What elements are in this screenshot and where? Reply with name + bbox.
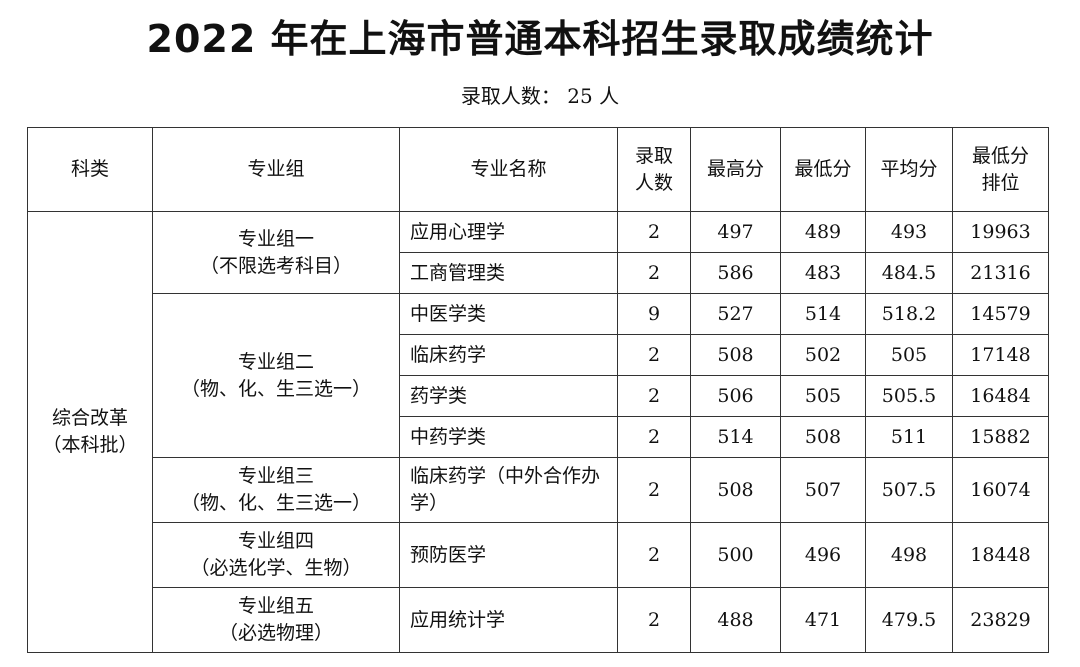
group-line: （必选物理） bbox=[218, 622, 333, 644]
group-line: 专业组一 bbox=[237, 227, 314, 250]
table-row: 专业组三 （物、化、生三选一） 临床药学（中外合作办学） 2 508 507 507.5 16… bbox=[28, 457, 1049, 523]
col-admitted-cell: 9 bbox=[617, 293, 691, 335]
col-max-score-cell: 514 bbox=[690, 416, 781, 458]
col-min-score-cell: 489 bbox=[780, 211, 866, 253]
col-min-score-cell: 471 bbox=[780, 587, 866, 653]
col-avg-score-cell: 484.5 bbox=[865, 252, 953, 294]
col-major-cell: 药学类 bbox=[399, 375, 618, 417]
col-avg-score-cell: 507.5 bbox=[865, 457, 953, 523]
col-min-score-cell: 514 bbox=[780, 293, 866, 335]
col-major-cell: 临床药学 bbox=[399, 334, 618, 376]
col-major-header: 专业名称 bbox=[399, 127, 618, 212]
col-min-rank-cell: 21316 bbox=[952, 252, 1049, 294]
header-line: 录取 bbox=[634, 144, 673, 167]
group-line: （物、化、生三选一） bbox=[180, 377, 371, 400]
group-line: 专业组五 bbox=[237, 595, 314, 618]
col-major-cell: 应用统计学 bbox=[399, 587, 618, 653]
table-row: 中药学类 2 514 508 511 15882 bbox=[28, 416, 1049, 458]
col-avg-score-cell: 498 bbox=[865, 522, 953, 588]
table-row: 药学类 2 506 505 505.5 16484 bbox=[28, 375, 1049, 417]
col-max-score-cell: 488 bbox=[690, 587, 781, 653]
col-admitted-cell: 2 bbox=[617, 334, 691, 376]
group-cell: 专业组一 （不限选考科目） bbox=[152, 211, 400, 294]
col-major-cell: 临床药学（中外合作办学） bbox=[399, 457, 618, 523]
table-row: 专业组二 （物、化、生三选一） 中医学类 9 527 514 518.2 14579 bbox=[28, 293, 1049, 458]
group-line: （必选化学、生物） bbox=[190, 557, 362, 579]
col-admitted-cell: 2 bbox=[617, 416, 691, 458]
col-min-score-cell: 505 bbox=[780, 375, 866, 417]
admission-count: 录取人数： 25 人 bbox=[460, 84, 620, 108]
col-admitted-cell: 2 bbox=[617, 522, 691, 588]
category-cell: 综合改革 （本科批） bbox=[27, 211, 153, 653]
col-avg-score-cell: 493 bbox=[865, 211, 953, 253]
header-line: 人数 bbox=[634, 171, 673, 194]
col-major-cell: 工商管理类 bbox=[399, 252, 618, 294]
col-min-rank-cell: 17148 bbox=[952, 334, 1049, 376]
col-min-rank-cell: 19963 bbox=[952, 211, 1049, 253]
col-admitted-cell: 2 bbox=[617, 252, 691, 294]
col-avg-score-cell: 511 bbox=[865, 416, 953, 458]
table-row: 专业组五 （必选物理） 应用统计学 2 488 471 479.5 23829 bbox=[28, 587, 1049, 653]
table-row: 综合改革 （本科批） 专业组一 （不限选考科目） 应用心理学 2 497 489 493 1996… bbox=[27, 211, 1049, 653]
col-min-rank-cell: 23829 bbox=[952, 587, 1049, 653]
header-line: 最低分 bbox=[971, 144, 1029, 167]
col-admitted-cell: 2 bbox=[617, 375, 691, 417]
col-max-score-cell: 586 bbox=[690, 252, 781, 294]
col-category-header: 科类 bbox=[27, 127, 153, 212]
col-max-score-cell: 506 bbox=[690, 375, 781, 417]
col-max-score-cell: 508 bbox=[690, 334, 781, 376]
col-max-score-header: 最高分 bbox=[690, 127, 781, 212]
col-min-score-cell: 508 bbox=[780, 416, 866, 458]
col-min-rank-cell: 14579 bbox=[952, 293, 1049, 335]
col-min-score-cell: 507 bbox=[780, 457, 866, 523]
col-admitted-cell: 2 bbox=[617, 211, 691, 253]
col-max-score-cell: 527 bbox=[690, 293, 781, 335]
col-major-cell: 中药学类 bbox=[399, 416, 618, 458]
table-row: 专业组四 （必选化学、生物） 预防医学 2 500 496 498 18448 bbox=[28, 522, 1049, 588]
table-row: 工商管理类 2 586 483 484.5 21316 bbox=[28, 252, 1049, 294]
col-max-score-cell: 508 bbox=[690, 457, 781, 523]
group-cell: 专业组四 （必选化学、生物） bbox=[152, 522, 400, 588]
col-admitted-cell: 2 bbox=[617, 587, 691, 653]
col-min-score-cell: 502 bbox=[780, 334, 866, 376]
score-table: 科类 专业组 专业名称 录取 人数 最高分 最低分 平均分 最低分 排位 综合改革 （本科批） 专业组… bbox=[27, 127, 1049, 653]
col-min-score-header: 最低分 bbox=[780, 127, 866, 212]
col-max-score-cell: 500 bbox=[690, 522, 781, 588]
col-min-rank-cell: 16484 bbox=[952, 375, 1049, 417]
col-avg-score-cell: 505.5 bbox=[865, 375, 953, 417]
group-line: （物、化、生三选一） bbox=[180, 492, 371, 514]
col-min-rank-cell: 18448 bbox=[952, 522, 1049, 588]
group-line: 专业组四 bbox=[237, 530, 314, 553]
group-line: 专业组三 bbox=[237, 465, 314, 488]
col-major-cell: 预防医学 bbox=[399, 522, 618, 588]
col-min-rank-cell: 15882 bbox=[952, 416, 1049, 458]
col-avg-score-header: 平均分 bbox=[865, 127, 953, 212]
group-line: （不限选考科目） bbox=[199, 254, 352, 277]
col-max-score-cell: 497 bbox=[690, 211, 781, 253]
category-line: 综合改革 bbox=[51, 407, 128, 430]
col-major-cell: 应用心理学 bbox=[399, 211, 618, 253]
col-avg-score-cell: 505 bbox=[865, 334, 953, 376]
header-line: 排位 bbox=[981, 171, 1020, 194]
col-admitted-cell: 2 bbox=[617, 457, 691, 523]
group-cell: 专业组三 （物、化、生三选一） bbox=[152, 457, 400, 523]
col-group-header: 专业组 bbox=[152, 127, 400, 212]
col-admitted-header: 录取 人数 bbox=[617, 127, 691, 212]
col-avg-score-cell: 518.2 bbox=[865, 293, 953, 335]
col-min-rank-header: 最低分 排位 bbox=[952, 127, 1049, 212]
table-row: 临床药学 2 508 502 505 17148 bbox=[28, 334, 1049, 376]
group-line: 专业组二 bbox=[237, 350, 314, 373]
group-cell: 专业组二 （物、化、生三选一） bbox=[152, 293, 400, 458]
col-min-score-cell: 483 bbox=[780, 252, 866, 294]
page-title: 2022 年在上海市普通本科招生录取成绩统计 bbox=[146, 17, 934, 61]
col-avg-score-cell: 479.5 bbox=[865, 587, 953, 653]
col-min-rank-cell: 16074 bbox=[952, 457, 1049, 523]
group-cell: 专业组五 （必选物理） bbox=[152, 587, 400, 653]
col-min-score-cell: 496 bbox=[780, 522, 866, 588]
category-line: （本科批） bbox=[42, 434, 138, 456]
col-major-cell: 中医学类 bbox=[399, 293, 618, 335]
